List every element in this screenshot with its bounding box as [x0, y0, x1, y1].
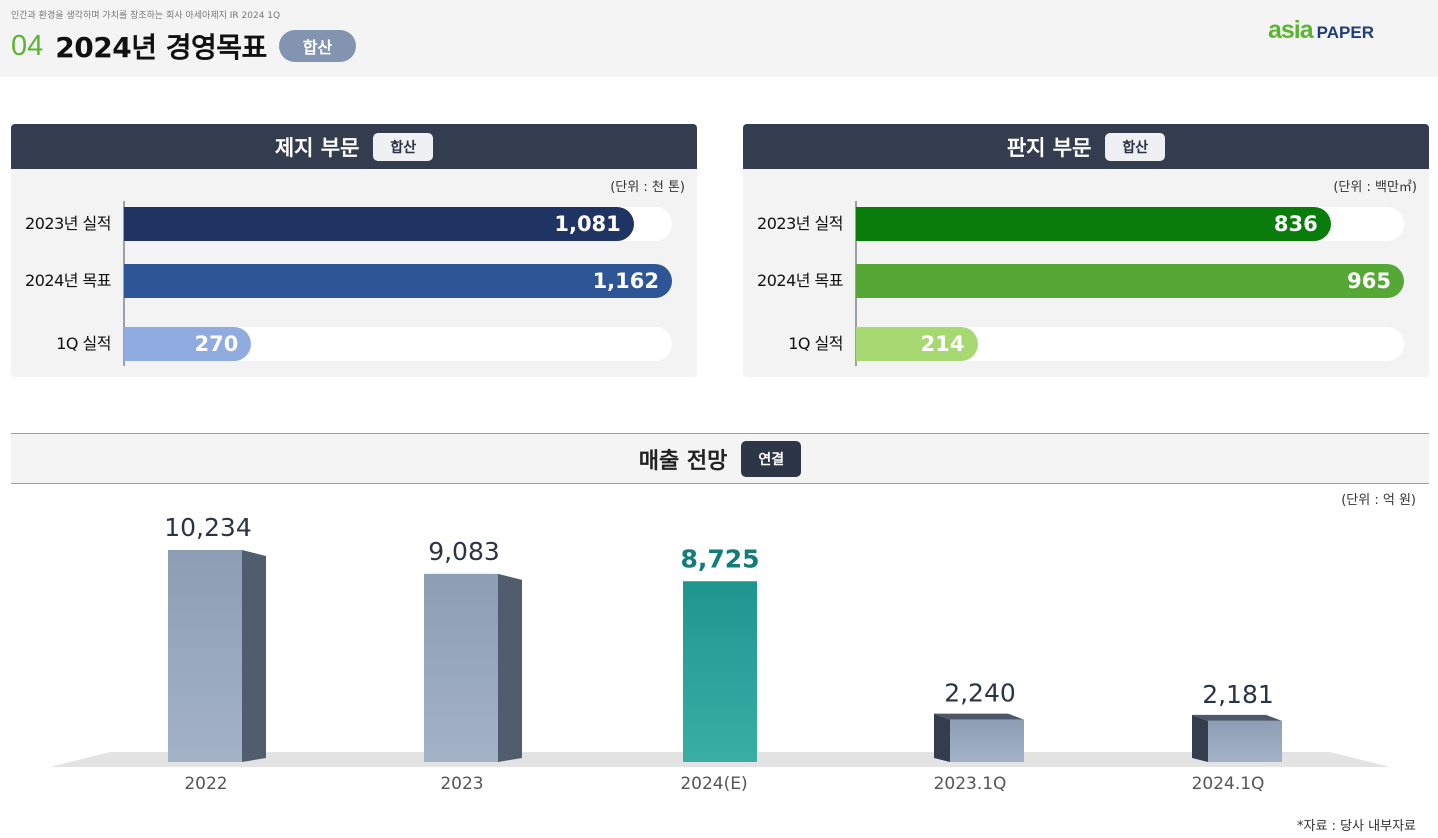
revenue-category-label: 2023.1Q	[934, 774, 1007, 794]
revenue-value-label: 9,083	[428, 537, 500, 566]
revenue-category-label: 2024.1Q	[1192, 774, 1265, 794]
paper-division-panel: 제지 부문 합산 (단위 : 천 톤) 2023년 실적 1,081 2024년…	[11, 124, 697, 377]
bar-fill: 1,081	[124, 207, 634, 241]
unit-label: (단위 : 천 톤)	[610, 180, 685, 195]
revenue-category-label: 2023	[440, 774, 483, 794]
title-row: 04 2024년 경영목표 합산	[11, 28, 357, 64]
bar-fill: 836	[856, 207, 1331, 241]
bar-value: 1,162	[592, 269, 659, 293]
bar-row: 2024년 목표 1,162	[11, 264, 697, 298]
panel-title: 제지 부문	[274, 135, 360, 160]
bar-track: 1,081	[124, 207, 672, 241]
revenue-bar-top	[934, 713, 1024, 720]
bar-label: 1Q 실적	[788, 334, 843, 353]
revenue-bar	[950, 719, 1024, 762]
revenue-bar	[168, 550, 242, 762]
header-bar: 인간과 환경을 생각하며 가치를 창조하는 회사 아세아제지 IR 2024 1…	[0, 0, 1438, 77]
bar-label: 2024년 목표	[757, 271, 843, 290]
revenue-value-label: 8,725	[680, 544, 759, 573]
bar-value: 836	[1273, 212, 1318, 236]
bar-fill: 270	[124, 327, 252, 361]
bar-track: 965	[856, 264, 1404, 298]
bar-row: 2023년 실적 1,081	[11, 207, 697, 241]
bar-track: 270	[124, 327, 672, 361]
revenue-bar-side	[498, 573, 522, 762]
revenue-bar-side	[1192, 714, 1208, 762]
panel-header: 판지 부문 합산	[743, 124, 1429, 169]
bar-row: 1Q 실적 214	[743, 327, 1429, 361]
bar-fill: 214	[856, 327, 978, 361]
bar-value: 270	[194, 332, 239, 356]
bar-track: 214	[856, 327, 1404, 361]
unit-label: (단위 : 백만㎡)	[1333, 180, 1417, 195]
revenue-unit-label: (단위 : 억 원)	[1341, 493, 1416, 508]
revenue-value-label: 2,240	[944, 679, 1016, 708]
revenue-bar	[1208, 720, 1282, 762]
bar-label: 1Q 실적	[56, 334, 111, 353]
logo-paper-text: PAPER	[1316, 22, 1374, 42]
revenue-chart: 10,234 2022 9,083 2023 8,725 2024(E) 2,240 2023…	[50, 513, 1390, 794]
revenue-value-label: 2,181	[1202, 680, 1274, 709]
revenue-bar	[683, 581, 757, 762]
page-title: 2024년 경영목표	[55, 31, 267, 64]
panel-title: 판지 부문	[1006, 135, 1092, 160]
board-division-panel: 판지 부문 합산 (단위 : 백만㎡) 2023년 실적 836 2024년 목…	[743, 124, 1429, 377]
bar-fill: 1,162	[124, 264, 672, 298]
bar-value: 965	[1347, 269, 1391, 293]
bar-label: 2023년 실적	[25, 214, 111, 233]
bar-track: 836	[856, 207, 1404, 241]
revenue-title: 매출 전망	[638, 448, 728, 474]
bar-value: 1,081	[554, 212, 621, 236]
revenue-category-label: 2024(E)	[680, 774, 747, 794]
panel-badge: 합산	[1105, 132, 1166, 161]
revenue-badge: 연결	[741, 440, 802, 477]
tagline: 인간과 환경을 생각하며 가치를 창조하는 회사 아세아제지 IR 2024 1…	[11, 11, 281, 21]
revenue-bar-side	[934, 713, 950, 762]
revenue-bar-top	[1192, 714, 1282, 721]
revenue-bars: 10,234 2022 9,083 2023 8,725 2024(E) 2,240 2023…	[164, 513, 1282, 794]
bar-value: 214	[920, 332, 965, 356]
bar-row: 1Q 실적 270	[11, 327, 697, 361]
title-pill: 합산	[278, 30, 357, 62]
panel-badge: 합산	[373, 132, 434, 161]
bar-row: 2023년 실적 836	[743, 207, 1429, 241]
bar-row: 2024년 목표 965	[743, 264, 1429, 298]
source-note: *자료 : 당사 내부자료	[1297, 819, 1416, 834]
revenue-category-label: 2022	[184, 774, 227, 794]
logo-asia-text: asia	[1268, 16, 1314, 44]
bar-label: 2023년 실적	[757, 214, 843, 233]
revenue-bar	[424, 573, 498, 762]
bar-track: 1,162	[124, 264, 672, 298]
company-logo: asia PAPER	[1268, 16, 1374, 45]
bar-fill: 965	[856, 264, 1404, 298]
revenue-bar-side	[242, 550, 266, 762]
revenue-value-label: 10,234	[164, 513, 251, 542]
revenue-section-header: 매출 전망 연결	[11, 433, 1429, 484]
bar-label: 2024년 목표	[25, 271, 111, 290]
panel-header: 제지 부문 합산	[11, 124, 697, 169]
section-number: 04	[11, 29, 44, 62]
